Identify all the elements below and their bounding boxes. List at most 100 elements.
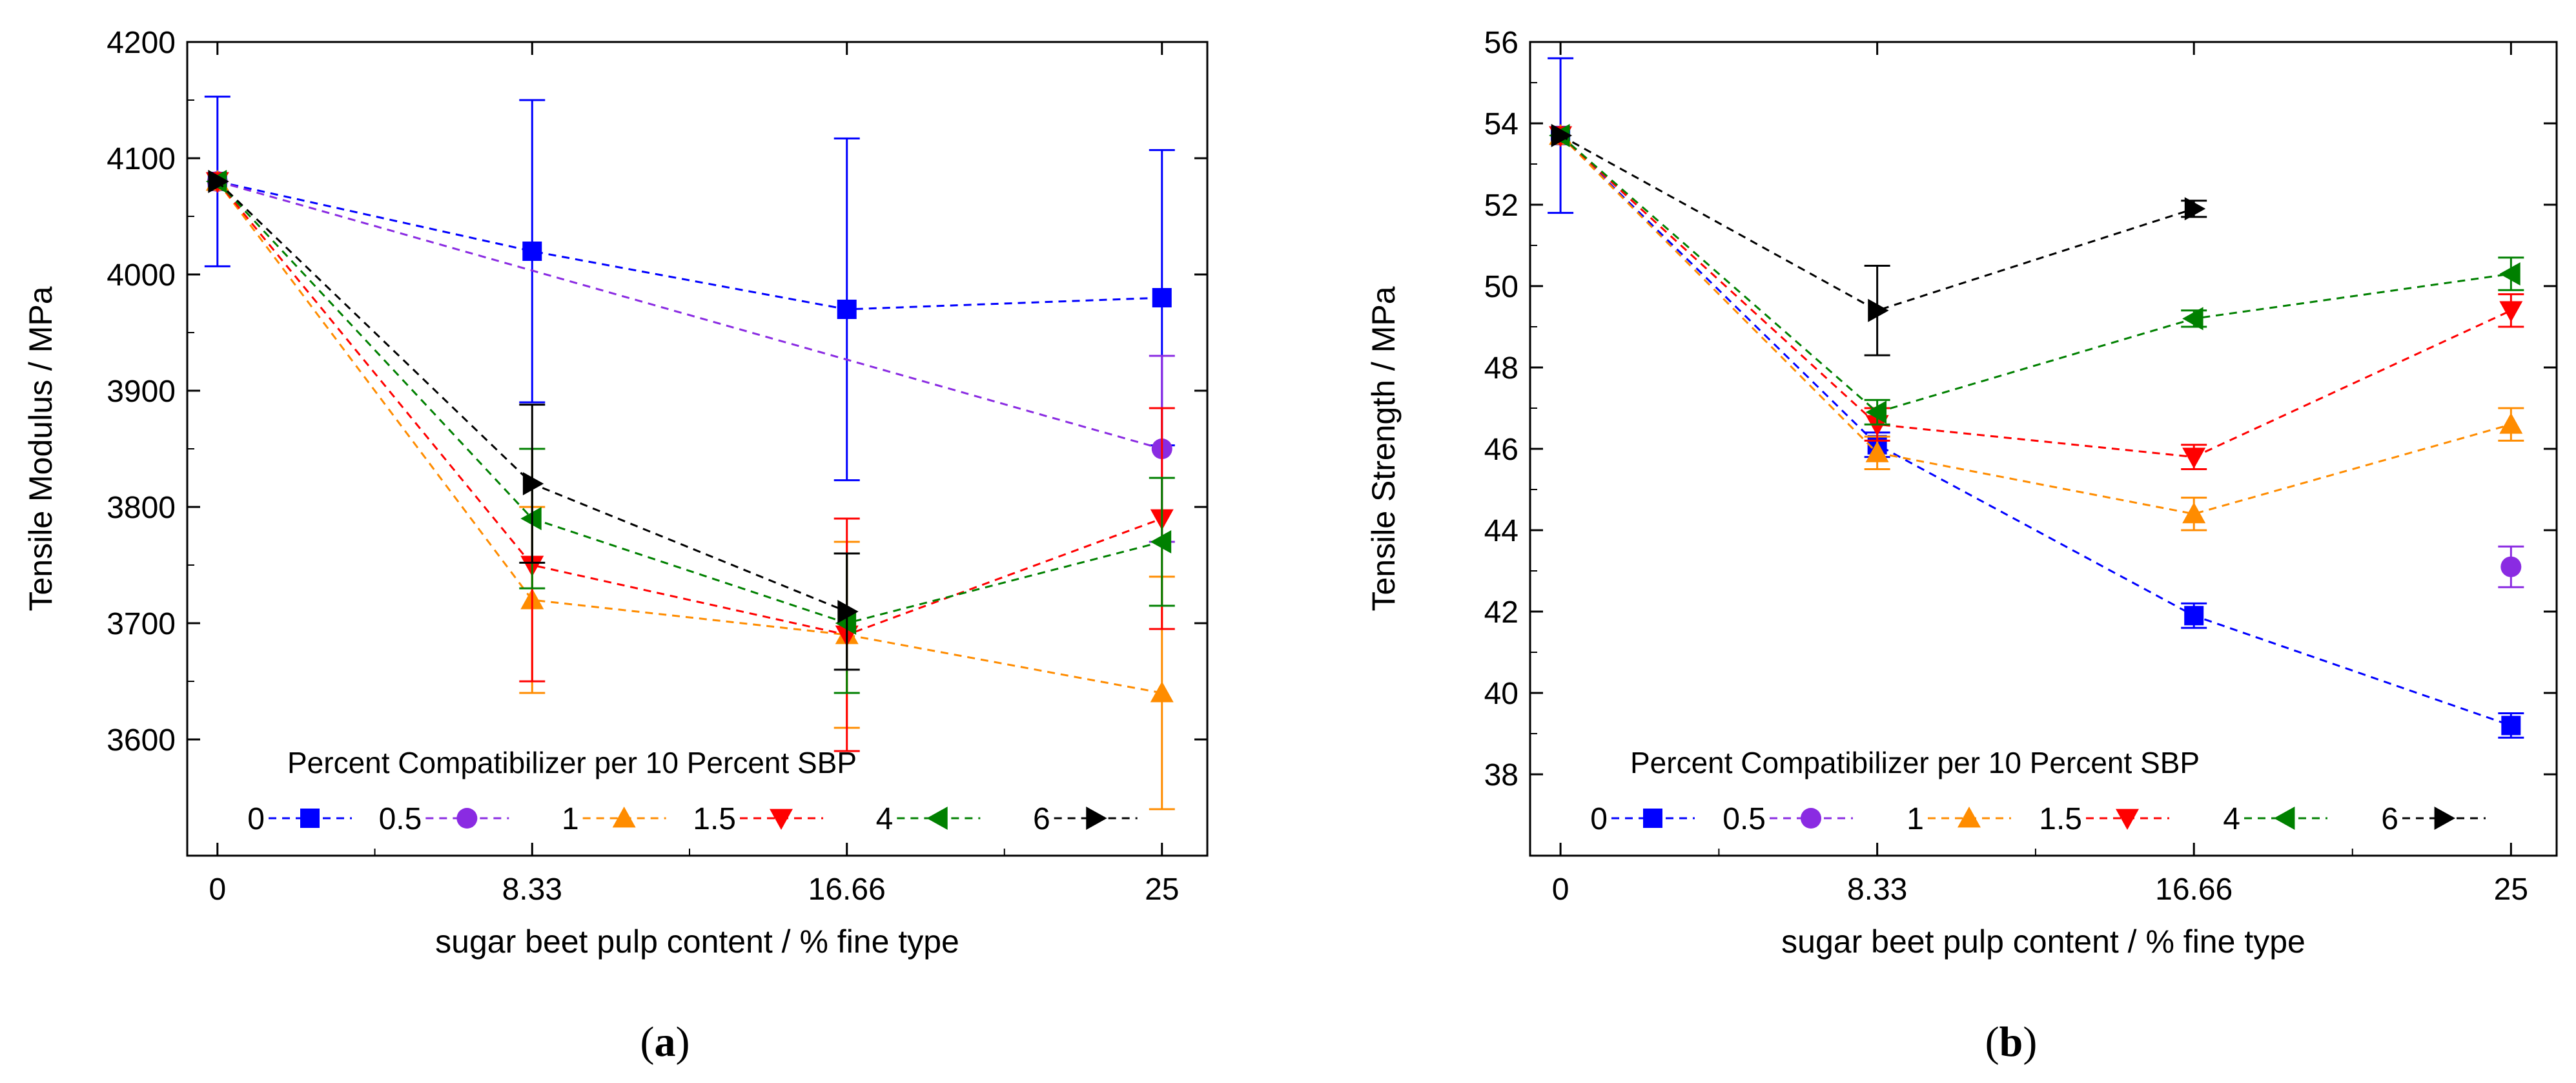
series-1-5 bbox=[1549, 126, 2524, 470]
series-0 bbox=[1548, 57, 2524, 739]
legend-label: 6 bbox=[2381, 802, 2398, 836]
series-line bbox=[216, 180, 1163, 624]
data-point bbox=[2499, 413, 2523, 434]
legend: Percent Compatibilizer per 10 Percent SB… bbox=[1590, 746, 2486, 836]
series-1 bbox=[1549, 123, 2524, 531]
legend-title: Percent Compatibilizer per 10 Percent SB… bbox=[287, 746, 857, 779]
legend-label: 6 bbox=[1033, 802, 1050, 836]
y-tick-label: 48 bbox=[1484, 351, 1518, 386]
y-axis-title: Tensile Strength / MPa bbox=[1365, 286, 1402, 611]
series-0-5 bbox=[2498, 545, 2524, 588]
legend-marker bbox=[2116, 809, 2139, 830]
series-line bbox=[1560, 134, 2511, 459]
x-axis-title: sugar beet pulp content / % fine type bbox=[435, 923, 959, 960]
legend-item: 6 bbox=[2381, 802, 2486, 836]
y-tick-label: 4100 bbox=[107, 142, 176, 176]
legend-label: 1.5 bbox=[693, 802, 736, 836]
panel-caption: (a) bbox=[640, 1018, 690, 1066]
series-4 bbox=[205, 170, 1175, 694]
data-point bbox=[835, 612, 857, 635]
legend-marker bbox=[456, 808, 478, 829]
y-tick-label: 3600 bbox=[107, 723, 176, 758]
data-point bbox=[2499, 262, 2520, 286]
legend-marker bbox=[926, 807, 948, 830]
legend-item: 0 bbox=[1590, 802, 1695, 836]
caption-paren-close: ) bbox=[676, 1018, 690, 1066]
series-0 bbox=[204, 96, 1175, 482]
legend-marker bbox=[1643, 809, 1662, 828]
legend-item: 6 bbox=[1033, 802, 1138, 836]
panel-caption: (b) bbox=[1985, 1018, 2038, 1066]
legend-marker bbox=[1958, 807, 1981, 828]
data-point bbox=[1865, 400, 1887, 424]
legend-label: 1 bbox=[1906, 802, 1924, 836]
x-tick-label: 25 bbox=[2494, 872, 2528, 907]
y-tick-label: 4000 bbox=[107, 258, 176, 293]
data-point bbox=[1551, 123, 1573, 147]
legend-title: Percent Compatibilizer per 10 Percent SB… bbox=[1630, 746, 2200, 779]
data-point bbox=[2500, 556, 2522, 577]
legend-label: 4 bbox=[2223, 802, 2240, 836]
data-point bbox=[208, 170, 229, 193]
x-tick-label: 8.33 bbox=[502, 872, 562, 907]
caption-paren-open: ( bbox=[640, 1018, 655, 1066]
x-tick-label: 16.66 bbox=[808, 872, 886, 907]
data-point bbox=[2182, 502, 2206, 524]
data-point bbox=[522, 242, 542, 261]
series-1 bbox=[205, 170, 1175, 810]
data-point bbox=[837, 300, 857, 319]
y-tick-label: 4200 bbox=[107, 26, 176, 60]
legend-item: 0.5 bbox=[379, 802, 509, 836]
series-6 bbox=[1551, 123, 2207, 356]
legend-label: 0.5 bbox=[379, 802, 422, 836]
legend-item: 0 bbox=[247, 802, 352, 836]
series-line bbox=[1560, 134, 2511, 727]
plot-frame bbox=[186, 41, 1209, 857]
data-point bbox=[520, 507, 542, 530]
y-tick-label: 40 bbox=[1484, 677, 1518, 711]
y-tick-label: 54 bbox=[1484, 107, 1518, 141]
y-tick-label: 56 bbox=[1484, 26, 1518, 60]
caption-paren-close: ) bbox=[2023, 1018, 2037, 1066]
x-tick-label: 0 bbox=[209, 872, 226, 907]
legend-label: 0 bbox=[1590, 802, 1608, 836]
data-point bbox=[2499, 301, 2523, 322]
data-point bbox=[2501, 716, 2521, 736]
y-tick-label: 52 bbox=[1484, 189, 1518, 223]
series-line bbox=[217, 180, 1163, 450]
series-line bbox=[1560, 134, 2194, 312]
y-tick-label: 38 bbox=[1484, 758, 1518, 792]
series-line bbox=[216, 181, 1163, 636]
series-4 bbox=[1549, 123, 2524, 426]
data-point bbox=[2184, 606, 2204, 626]
series-0-5 bbox=[207, 171, 1175, 543]
data-point bbox=[1865, 441, 1889, 462]
x-tick-label: 16.66 bbox=[2155, 872, 2233, 907]
legend: Percent Compatibilizer per 10 Percent SB… bbox=[247, 746, 1138, 836]
legend-item: 4 bbox=[2223, 802, 2327, 836]
y-tick-label: 46 bbox=[1484, 433, 1518, 467]
x-tick-label: 8.33 bbox=[1847, 872, 1907, 907]
data-point bbox=[1150, 681, 1174, 703]
legend-item: 0.5 bbox=[1722, 802, 1853, 836]
caption-paren-open: ( bbox=[1985, 1018, 1999, 1066]
legend-item: 1 bbox=[1906, 802, 2011, 836]
legend-marker bbox=[300, 809, 320, 828]
legend-label: 0 bbox=[247, 802, 265, 836]
legend-label: 1 bbox=[562, 802, 579, 836]
legend-label: 4 bbox=[876, 802, 894, 836]
x-axis-title: sugar beet pulp content / % fine type bbox=[1781, 923, 2305, 960]
legend-item: 4 bbox=[876, 802, 981, 836]
legend-marker bbox=[612, 807, 636, 828]
legend-marker bbox=[1801, 808, 1821, 829]
legend-marker bbox=[770, 809, 793, 830]
y-axis-title: Tensile Modulus / MPa bbox=[23, 286, 59, 611]
legend-label: 0.5 bbox=[1722, 802, 1766, 836]
data-point bbox=[522, 472, 544, 495]
data-point bbox=[2182, 448, 2206, 469]
series-line bbox=[1560, 134, 2511, 413]
legend-item: 1 bbox=[562, 802, 666, 836]
y-tick-label: 42 bbox=[1484, 595, 1518, 630]
data-point bbox=[1868, 298, 1889, 322]
